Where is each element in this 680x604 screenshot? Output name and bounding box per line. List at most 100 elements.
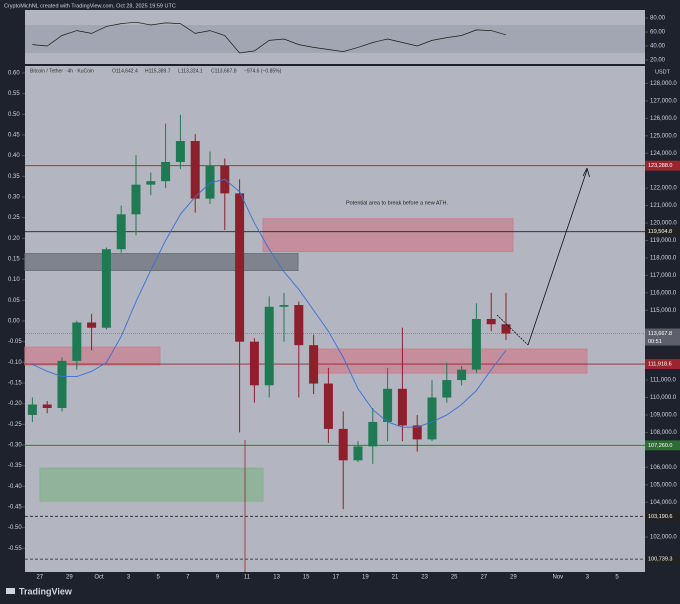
y2-tick-label: 0.20 <box>8 236 20 242</box>
symbol: Bitcoin / Tether · 4h · KuCoin <box>30 68 94 74</box>
y-tick-label: 111,000.0 <box>650 378 676 384</box>
annotation: Potential area to break before a new ATH… <box>346 200 448 206</box>
x-tick-label: 29 <box>66 575 73 581</box>
y2-tick-label: -0.50 <box>8 525 22 531</box>
candle-body <box>383 388 393 422</box>
candle-body <box>235 193 245 342</box>
candle-body <box>279 305 289 307</box>
candle-body <box>309 345 319 384</box>
y2-tick-label: 0.25 <box>8 215 20 221</box>
candle-body <box>353 446 363 461</box>
candle-body <box>501 324 511 334</box>
y2-tick-label: -0.55 <box>8 546 22 552</box>
ohlc-value: −974.6 (−0.85%) <box>244 68 282 74</box>
candle-body <box>412 425 422 440</box>
candle-body <box>264 306 274 386</box>
ohlc-value: L113,324.1 <box>178 68 203 74</box>
y2-tick-label: -0.20 <box>8 401 22 407</box>
x-tick-label: 5 <box>615 575 619 581</box>
candle-body <box>190 141 200 199</box>
price-label-bg <box>645 160 680 171</box>
candle-body <box>161 161 171 182</box>
candle-body <box>427 397 437 440</box>
y-tick-label: 126,000.0 <box>650 116 677 122</box>
rsi-tick-label: 40.00 <box>650 44 666 50</box>
candle-body <box>486 319 496 325</box>
x-tick-label: 21 <box>392 575 399 581</box>
candle-body <box>57 360 67 408</box>
price-label: 119,504.8 <box>648 229 672 235</box>
candle-body <box>131 184 141 215</box>
ohlc-value: O114,642.4 <box>112 68 138 74</box>
ohlc-value: C113,667.8 <box>211 68 237 74</box>
ohlc-value: H115,389.7 <box>145 68 171 74</box>
y2-tick-label: 0.50 <box>8 112 20 118</box>
rsi-tick-label: 60.00 <box>650 30 666 36</box>
price-label-bg <box>645 440 680 451</box>
candle-body <box>72 322 82 361</box>
rsi-tick-label: 80.00 <box>650 16 666 22</box>
y2-tick-label: -0.35 <box>8 463 22 469</box>
x-tick-label: 9 <box>216 575 220 581</box>
candle-body <box>146 181 156 185</box>
y-tick-label: 121,000.0 <box>650 203 677 209</box>
brand: TradingView <box>19 586 73 596</box>
countdown: 00:51 <box>648 339 662 345</box>
y2-tick-label: 0.05 <box>8 298 20 304</box>
arrow <box>496 314 529 346</box>
y-tick-label: 119,000.0 <box>650 238 677 244</box>
candle-body <box>457 369 467 381</box>
price-label-bg <box>645 359 680 370</box>
x-tick-label: 23 <box>421 575 428 581</box>
logo <box>6 588 15 594</box>
x-tick-label: 15 <box>303 575 310 581</box>
candle-body <box>294 305 304 346</box>
y-tick-label: 104,000.0 <box>650 500 677 506</box>
price-label: 107,260.0 <box>648 443 672 449</box>
rsi-band <box>25 25 645 53</box>
y2-tick-label: 0.35 <box>8 174 20 180</box>
y-tick-label: 116,000.0 <box>650 290 677 296</box>
price-label-bg <box>645 511 680 522</box>
y-tick-label: 118,000.0 <box>650 256 677 262</box>
x-tick-label: 27 <box>36 575 43 581</box>
y2-tick-label: -0.25 <box>8 422 22 428</box>
y2-tick-label: 0.00 <box>8 319 20 325</box>
y-tick-label: 124,000.0 <box>650 151 677 157</box>
candle-body <box>323 383 333 429</box>
y-tick-label: 127,000.0 <box>650 98 677 104</box>
candle-body <box>397 388 407 426</box>
y2-tick-label: 0.10 <box>8 277 20 283</box>
price-label: 111,918.6 <box>648 361 672 367</box>
y2-tick-label: -0.45 <box>8 505 22 511</box>
x-tick-label: 3 <box>586 575 590 581</box>
rsi-tick-label: 20.00 <box>650 58 666 64</box>
candle-body <box>175 141 185 162</box>
x-tick-label: 27 <box>480 575 487 581</box>
y-tick-label: 108,000.0 <box>650 430 677 436</box>
current-label-bg <box>645 328 680 346</box>
current-label: 113,667.8 <box>648 331 672 337</box>
price-label-bg <box>645 226 680 237</box>
candle-body <box>442 380 452 398</box>
y-tick-label: 122,000.0 <box>650 186 677 192</box>
rsi-line <box>32 21 507 54</box>
y-tick-label: 109,000.0 <box>650 413 677 419</box>
zone <box>317 348 588 374</box>
y2-tick-label: -0.40 <box>8 484 22 490</box>
ma-line <box>32 178 507 428</box>
zone <box>262 218 514 253</box>
y2-tick-label: 0.15 <box>8 257 20 263</box>
x-tick-label: 5 <box>157 575 161 581</box>
y2-tick-label: -0.05 <box>8 339 22 345</box>
price-label: 100,739.3 <box>648 557 672 563</box>
x-tick-label: Oct <box>94 575 104 581</box>
x-tick-label: 3 <box>127 575 131 581</box>
candle-body <box>27 404 37 415</box>
price-label-bg <box>645 554 680 565</box>
y2-tick-label: 0.55 <box>8 91 20 97</box>
x-tick-label: 11 <box>244 575 251 581</box>
y2-tick-label: -0.15 <box>8 381 22 387</box>
y2-tick-label: 0.30 <box>8 195 20 201</box>
